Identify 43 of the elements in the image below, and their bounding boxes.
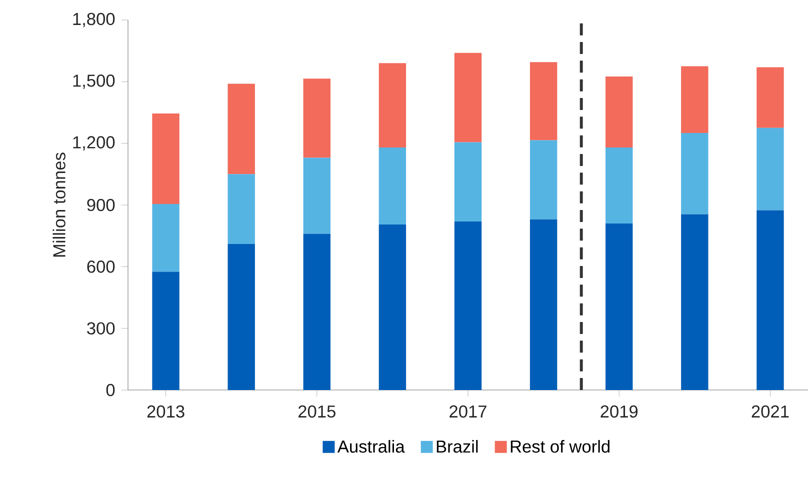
bar [303, 78, 330, 158]
bar [681, 214, 708, 390]
legend-label: Australia [337, 440, 405, 453]
bar [756, 210, 784, 390]
x-tick-label: 2017 [450, 405, 486, 418]
x-tick-label: 2013 [147, 405, 184, 418]
bar [378, 224, 406, 390]
bar [152, 272, 180, 390]
y-tick-label: 600 [87, 260, 115, 273]
x-tick-label: 2019 [600, 405, 638, 418]
legend-label: Rest of world [510, 440, 610, 453]
bar [228, 244, 255, 390]
bar [454, 221, 482, 390]
bar [454, 142, 482, 222]
bar [756, 67, 784, 128]
y-tick-label: 0 [106, 384, 115, 396]
bar [606, 224, 633, 390]
x-tick-label: 2021 [752, 405, 789, 418]
y-tick-label: 1,200 [73, 136, 115, 150]
x-tick-label: 2015 [298, 405, 336, 418]
y-tick-label: 1,800 [73, 12, 115, 28]
y-axis-title: Million tonnes [52, 152, 66, 257]
bar [454, 52, 482, 142]
bar [681, 66, 708, 134]
bar [530, 219, 558, 390]
bar [681, 133, 708, 214]
bar [152, 204, 180, 272]
bar [530, 140, 558, 220]
y-tick-label: 900 [87, 198, 115, 212]
bar [378, 147, 406, 225]
bar [530, 62, 558, 140]
bar [303, 158, 330, 234]
bar [303, 234, 330, 390]
bar [606, 147, 633, 224]
bar [228, 84, 255, 174]
y-tick-label: 1,500 [73, 74, 115, 89]
legend-label: Brazil [436, 440, 478, 453]
bar [756, 128, 784, 210]
bar [228, 174, 255, 244]
y-tick-label: 300 [87, 322, 115, 334]
bar [606, 76, 633, 148]
bar [378, 63, 406, 148]
bar [152, 114, 180, 204]
